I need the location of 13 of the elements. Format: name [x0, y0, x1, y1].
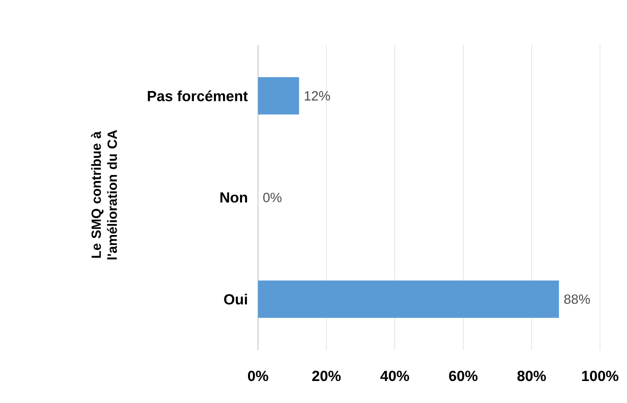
y-axis-title: Le SMQ contribue à l'amélioration du CA [91, 130, 117, 260]
y-tick-label: Non [220, 192, 248, 203]
x-tick-label: 0% [248, 370, 268, 382]
x-tick-label: 60% [449, 370, 478, 382]
y-tick-label: Pas forcément [148, 90, 248, 102]
x-tick-label: 40% [380, 370, 410, 382]
x-tick-label: 80% [517, 370, 546, 382]
y-tick-label: Oui [224, 294, 247, 305]
data-label: 12% [304, 91, 330, 101]
data-label: 0% [263, 192, 282, 202]
x-tick-label: 100% [582, 370, 618, 382]
x-tick-label: 20% [312, 370, 341, 382]
data-label: 88% [564, 294, 590, 304]
